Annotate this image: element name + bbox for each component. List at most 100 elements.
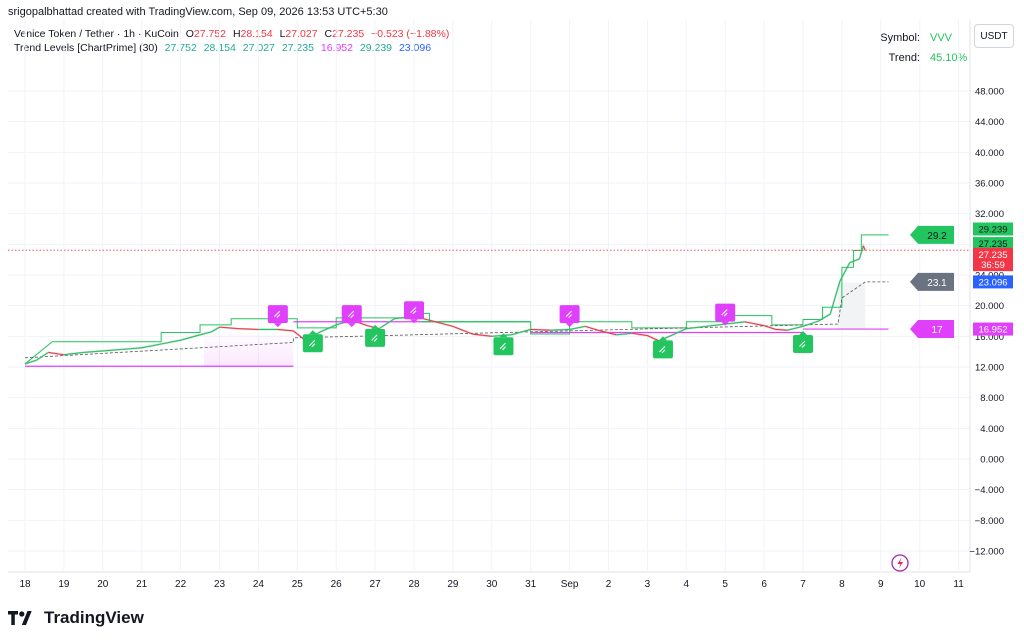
price-axis-tag-text: 27.235 xyxy=(978,239,1007,250)
trend-value: 45.10% xyxy=(930,52,968,64)
x-tick-label: 5 xyxy=(722,579,728,590)
rocket-icon xyxy=(499,342,506,351)
buy-marker xyxy=(493,333,514,356)
price-series-segment xyxy=(725,321,745,325)
symbol-name[interactable]: Venice Token / Tether · 1h · KuCoin xyxy=(14,28,179,40)
price-series-segment xyxy=(199,331,212,336)
price-series-segment xyxy=(320,324,337,333)
sell-marker-pointer xyxy=(565,323,574,328)
info-row-trend: Trend: 45.10% xyxy=(862,48,968,68)
price-axis-tag-text: 23.096 xyxy=(978,277,1007,288)
y-tick-label: −8.000 xyxy=(975,516,1004,527)
sell-marker xyxy=(715,303,736,326)
symbol-value: VVV xyxy=(930,32,953,44)
indicator-name[interactable]: Trend Levels [ChartPrime] (30) xyxy=(14,42,158,54)
x-tick-label: Sep xyxy=(561,579,579,590)
x-tick-label: 24 xyxy=(253,579,265,590)
price-axis-tag-text: 36:59 xyxy=(981,260,1005,271)
price-axis-tag: 23.096 xyxy=(973,275,1013,289)
price-series-segment xyxy=(787,325,804,331)
trend-key: Trend: xyxy=(888,52,920,64)
lightning-circle xyxy=(891,554,909,572)
price-series-segment xyxy=(378,318,395,330)
price-series-segment xyxy=(829,280,841,315)
price-series-segment xyxy=(631,332,648,337)
high-label: H xyxy=(232,28,241,40)
sell-marker-pointer xyxy=(721,321,730,326)
price-series-segment xyxy=(705,323,726,327)
x-tick-label: 20 xyxy=(97,579,109,590)
rocket-icon xyxy=(273,310,281,318)
level-tag-shape xyxy=(910,225,954,244)
band-fill xyxy=(203,334,294,367)
rocket-icon xyxy=(308,339,316,348)
price-axis-tag: 36:59 xyxy=(973,258,1013,272)
x-tick-label: 19 xyxy=(58,579,70,590)
level-tag-text: 23.1 xyxy=(927,278,947,289)
rocket-icon xyxy=(565,310,572,318)
rocket-icon xyxy=(659,345,666,354)
price-series-segment xyxy=(83,350,103,353)
tradingview-wordmark: TradingView xyxy=(44,608,144,627)
x-tick-label: 23 xyxy=(214,579,226,590)
sell-marker xyxy=(341,305,362,328)
open-value: 27.752 xyxy=(193,28,227,40)
author-line: srigopalbhattad created with TradingView… xyxy=(8,6,388,18)
price-series-segment xyxy=(511,328,531,336)
buy-marker xyxy=(793,331,813,353)
price-series-segment xyxy=(238,328,259,330)
x-tick-label: 29 xyxy=(447,579,459,590)
y-tick-label: 12.000 xyxy=(975,363,1004,374)
x-tick-label: 2 xyxy=(606,579,612,590)
price-axis-tag-bg xyxy=(973,258,1013,272)
level-tag-text: 29.2 xyxy=(927,231,947,242)
price-series-segment xyxy=(858,245,864,260)
price-series-segment xyxy=(161,339,181,345)
x-tick-label: 30 xyxy=(486,579,498,590)
price-series-segment xyxy=(429,319,454,327)
buy-marker xyxy=(365,324,386,347)
level-tag-shape xyxy=(910,272,954,291)
price-series-segment xyxy=(102,348,123,352)
buy-marker-pointer xyxy=(308,330,317,335)
x-tick-label: 21 xyxy=(136,579,148,590)
price-series-segment xyxy=(48,351,64,356)
mid-level-dashed xyxy=(24,281,889,359)
price-series-segment xyxy=(744,321,765,327)
price-axis-tag: 16.952 xyxy=(973,322,1013,336)
close-label: C xyxy=(324,28,333,40)
sell-marker-box xyxy=(404,301,424,320)
x-tick-label: 11 xyxy=(953,579,964,590)
price-chart[interactable]: −12.000 −8.000 −4.000 0.000 4.000 8.000 12.000… xyxy=(0,0,1024,600)
price-axis-tag-bg xyxy=(973,275,1013,289)
y-tick-label: 36.000 xyxy=(975,179,1004,190)
y-tick-label: 0.000 xyxy=(980,455,1004,466)
price-series-segment xyxy=(550,328,570,331)
x-tick-label: 18 xyxy=(19,579,31,590)
buy-marker-pointer xyxy=(499,333,508,338)
sell-marker-box xyxy=(267,305,288,324)
price-series-segment xyxy=(452,325,473,335)
currency-button[interactable]: USDT xyxy=(974,24,1014,48)
band-fill xyxy=(838,282,866,329)
price-series-segment xyxy=(839,262,851,282)
y-tick-label: 44.000 xyxy=(975,117,1004,128)
price-series-segment xyxy=(585,325,601,332)
symbol-legend: Venice Token / Tether · 1h · KuCoin O27.… xyxy=(14,28,453,40)
price-axis-tag-bg xyxy=(973,322,1013,336)
buy-marker-pointer xyxy=(371,324,380,329)
price-series-segment xyxy=(763,325,776,330)
sell-marker xyxy=(267,305,288,328)
info-row-symbol: Symbol: VVV xyxy=(862,28,967,48)
x-tick-label: 28 xyxy=(408,579,420,590)
price-axis-tag-text: 27.235 xyxy=(978,250,1007,261)
y-tick-label: 48.000 xyxy=(975,87,1004,98)
price-series-segment xyxy=(818,313,831,322)
price-series-segment xyxy=(180,334,201,341)
indicator-value: 29.239 xyxy=(359,42,393,54)
x-tick-label: 26 xyxy=(331,579,343,590)
sell-marker xyxy=(559,305,580,328)
rocket-icon xyxy=(410,306,417,315)
rocket-icon xyxy=(371,334,378,342)
close-value: 27.235 xyxy=(332,28,365,40)
